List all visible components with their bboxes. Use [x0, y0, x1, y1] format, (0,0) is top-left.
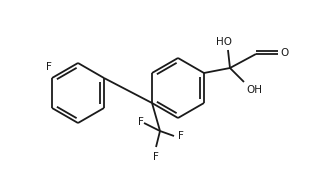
Text: F: F — [138, 117, 144, 127]
Text: HO: HO — [216, 37, 232, 47]
Text: F: F — [153, 152, 159, 162]
Text: O: O — [280, 48, 288, 57]
Text: OH: OH — [246, 85, 262, 95]
Text: F: F — [178, 131, 184, 141]
Text: F: F — [46, 62, 52, 72]
